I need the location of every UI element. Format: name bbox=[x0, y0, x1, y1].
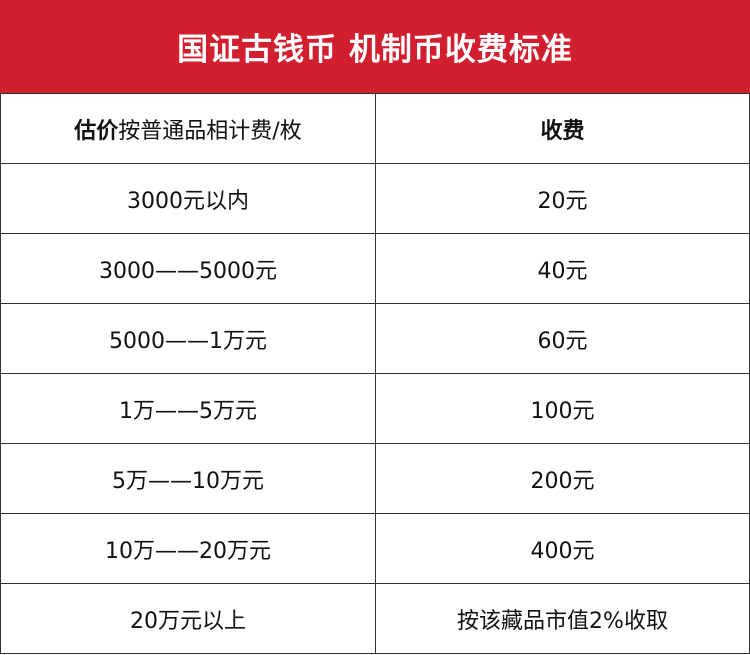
fee-cell: 60元 bbox=[375, 303, 750, 374]
table-header-row: 估价按普通品相计费/枚 收费 bbox=[0, 93, 750, 164]
table-row: 5000——1万元 60元 bbox=[0, 303, 750, 374]
table-row: 3000——5000元 40元 bbox=[0, 233, 750, 304]
valuation-header-rest: 按普通品相计费/枚 bbox=[118, 118, 302, 144]
valuation-range-cell: 5万——10万元 bbox=[0, 443, 376, 514]
valuation-range-cell: 10万——20万元 bbox=[0, 513, 376, 584]
valuation-range-cell: 5000——1万元 bbox=[0, 303, 376, 374]
page-title: 国证古钱币 机制币收费标准 bbox=[177, 32, 573, 68]
fee-cell: 20元 bbox=[375, 163, 750, 234]
valuation-range-cell: 3000——5000元 bbox=[0, 233, 376, 304]
title-banner: 国证古钱币 机制币收费标准 bbox=[0, 0, 750, 93]
table-row: 3000元以内 20元 bbox=[0, 163, 750, 234]
valuation-header-bold: 估价 bbox=[74, 118, 119, 144]
fee-cell: 100元 bbox=[375, 373, 750, 444]
table-row: 1万——5万元 100元 bbox=[0, 373, 750, 444]
table-row: 5万——10万元 200元 bbox=[0, 443, 750, 514]
fee-cell: 200元 bbox=[375, 443, 750, 514]
valuation-range-cell: 3000元以内 bbox=[0, 163, 376, 234]
fee-cell: 400元 bbox=[375, 513, 750, 584]
fee-table: 估价按普通品相计费/枚 收费 3000元以内 20元 3000——5000元 4… bbox=[0, 93, 750, 654]
fee-column-header: 收费 bbox=[375, 93, 750, 164]
valuation-column-header: 估价按普通品相计费/枚 bbox=[0, 93, 376, 164]
fee-cell: 按该藏品市值2%收取 bbox=[375, 583, 750, 654]
table-row: 20万元以上 按该藏品市值2%收取 bbox=[0, 583, 750, 654]
valuation-range-cell: 20万元以上 bbox=[0, 583, 376, 654]
fee-cell: 40元 bbox=[375, 233, 750, 304]
table-row: 10万——20万元 400元 bbox=[0, 513, 750, 584]
valuation-range-cell: 1万——5万元 bbox=[0, 373, 376, 444]
